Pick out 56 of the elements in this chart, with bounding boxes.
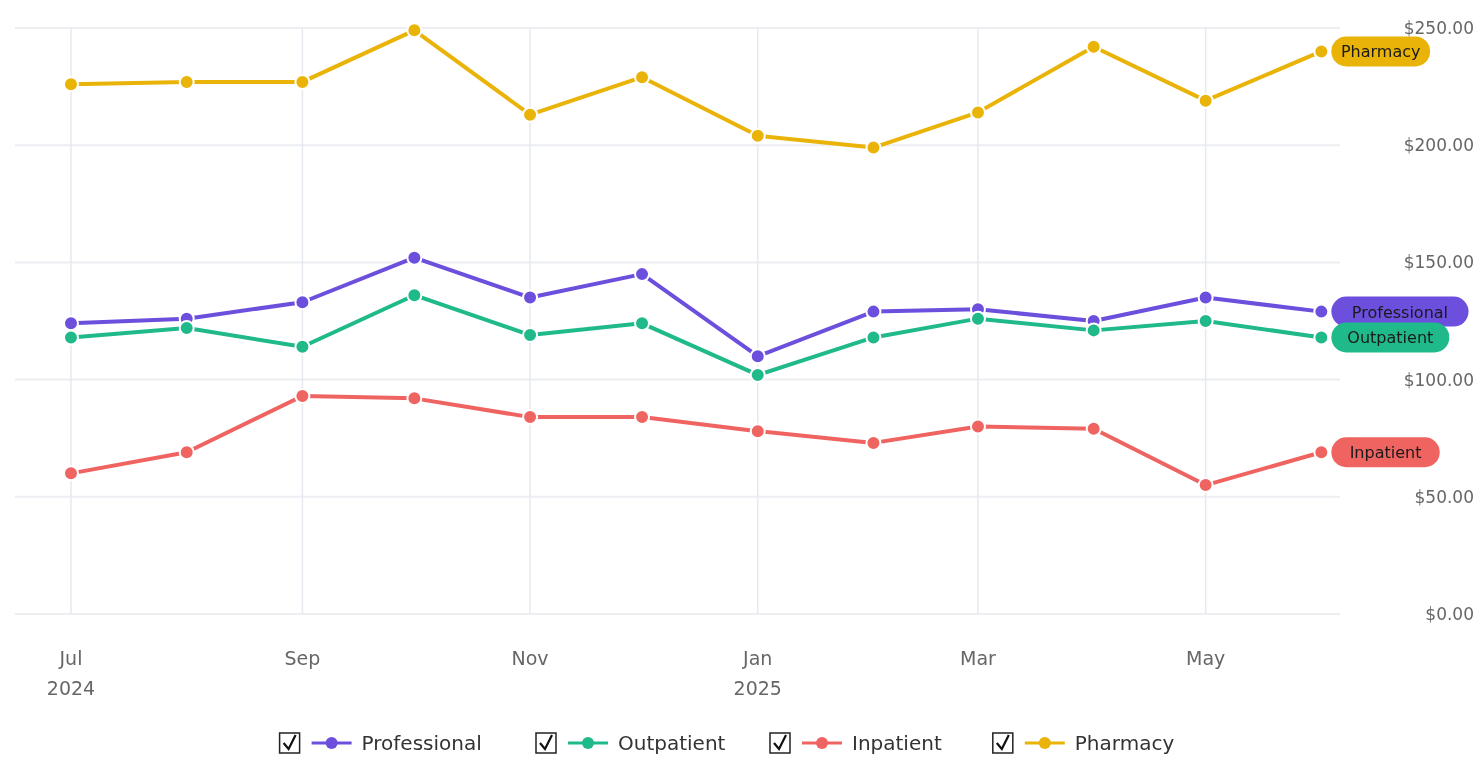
point bbox=[1313, 43, 1330, 60]
x-tick-label: May bbox=[1185, 647, 1226, 669]
point bbox=[294, 388, 311, 405]
point bbox=[294, 338, 311, 355]
legend-label: Inpatient bbox=[852, 731, 942, 755]
x-tick-label: Jan 2025 bbox=[733, 647, 782, 699]
point bbox=[634, 315, 651, 332]
point bbox=[178, 444, 195, 461]
point bbox=[294, 73, 311, 90]
x-tick-label: Sep bbox=[284, 647, 321, 669]
y-tick-label: $250.00 bbox=[1403, 18, 1474, 38]
point bbox=[1313, 444, 1330, 461]
text: Pharmacy bbox=[1340, 42, 1421, 62]
point bbox=[865, 139, 882, 156]
text: Inpatient bbox=[1349, 443, 1422, 463]
point bbox=[1085, 420, 1102, 437]
point bbox=[1313, 329, 1330, 346]
text: Professional bbox=[1351, 302, 1449, 322]
point bbox=[406, 22, 423, 39]
y-tick-label: $200.00 bbox=[1403, 135, 1474, 156]
y-tick-label: $50.00 bbox=[1414, 486, 1474, 507]
point bbox=[1085, 322, 1102, 339]
point bbox=[294, 294, 311, 311]
y-tick-label: $150.00 bbox=[1403, 252, 1474, 273]
point bbox=[406, 287, 423, 304]
point bbox=[1197, 477, 1214, 494]
x-tick-label: Nov bbox=[511, 647, 549, 669]
point bbox=[522, 409, 539, 426]
point bbox=[969, 310, 986, 327]
point bbox=[1197, 313, 1214, 329]
x-tick-label: Mar bbox=[960, 647, 997, 669]
point bbox=[1197, 289, 1214, 306]
point bbox=[1197, 92, 1214, 109]
point bbox=[634, 69, 651, 86]
point bbox=[865, 303, 882, 320]
point bbox=[522, 327, 539, 344]
x-tick-label: Jul 2024 bbox=[46, 647, 96, 699]
point bbox=[749, 423, 766, 440]
point bbox=[522, 106, 539, 123]
point bbox=[1085, 38, 1102, 55]
point bbox=[522, 289, 539, 306]
point bbox=[969, 104, 986, 121]
legend-label: Outpatient bbox=[618, 731, 726, 755]
point bbox=[749, 366, 766, 383]
point bbox=[749, 127, 766, 144]
y-tick-label: $0.00 bbox=[1425, 604, 1474, 624]
point bbox=[406, 390, 423, 407]
point bbox=[406, 249, 423, 266]
point bbox=[969, 418, 986, 435]
point bbox=[865, 329, 882, 346]
y-tick-label: $100.00 bbox=[1403, 369, 1474, 390]
text: Outpatient bbox=[1347, 328, 1434, 348]
point bbox=[1313, 303, 1330, 320]
point bbox=[749, 348, 766, 365]
legend-label: Professional bbox=[361, 731, 482, 755]
legend-label: Pharmacy bbox=[1074, 731, 1175, 755]
